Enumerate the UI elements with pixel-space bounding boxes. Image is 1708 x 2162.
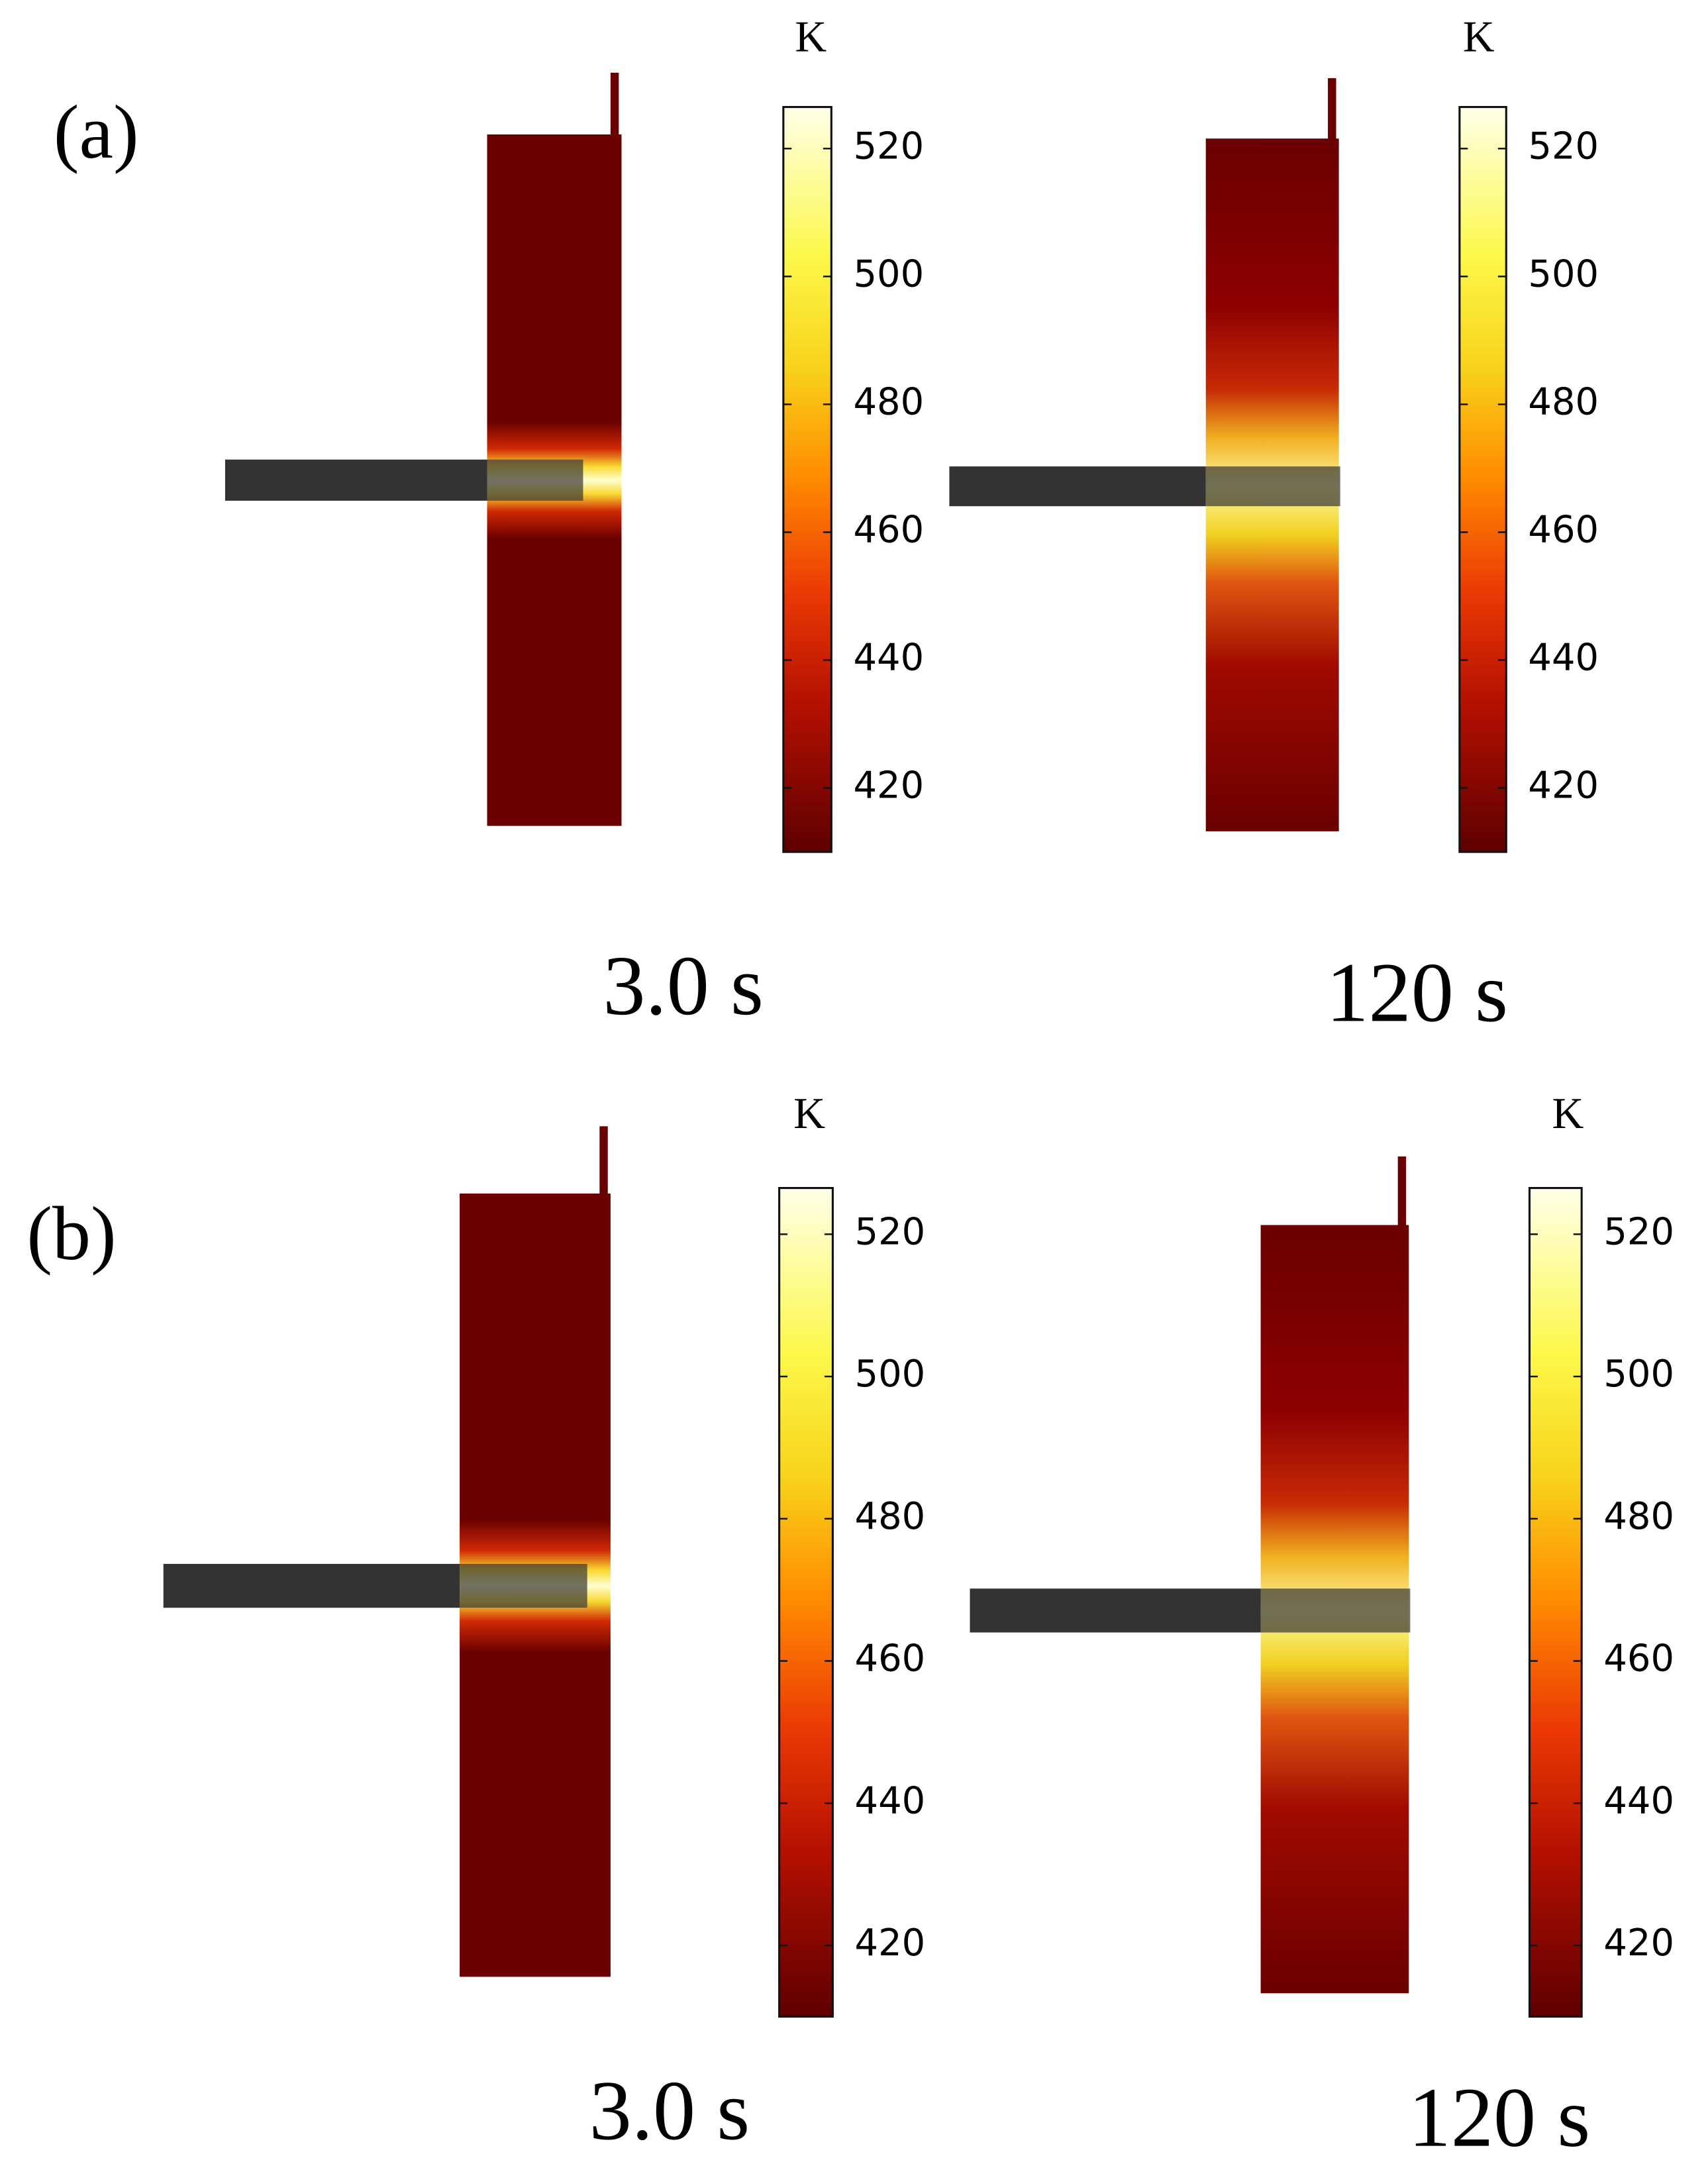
colorbar-tick-label: 500 xyxy=(855,1353,926,1396)
rod-outside xyxy=(970,1588,1261,1633)
panel-label: (b) xyxy=(26,1192,116,1276)
rod-inside xyxy=(487,459,583,501)
time-label: 3.0 s xyxy=(589,2063,750,2157)
colorbar-tick-label: 520 xyxy=(1603,1210,1674,1253)
colorbar-unit: K xyxy=(793,1090,825,1138)
time-label: 3.0 s xyxy=(603,939,764,1033)
colorbar-tick-label: 420 xyxy=(855,1922,926,1965)
colorbar-tick-label: 440 xyxy=(1603,1779,1674,1822)
rod-inside xyxy=(1260,1588,1411,1633)
colorbar-tick-label: 460 xyxy=(1528,509,1599,552)
colorbar-tick-label: 420 xyxy=(1603,1922,1674,1965)
colorbar-tick-label: 520 xyxy=(855,1210,926,1253)
colorbar xyxy=(778,1186,834,2018)
panel-label: (a) xyxy=(54,90,139,175)
colorbar-tick-label: 420 xyxy=(853,764,924,807)
colorbar-tick-label: 480 xyxy=(855,1495,926,1538)
colorbar-unit: K xyxy=(1463,13,1495,61)
colorbar-tick-label: 480 xyxy=(853,381,924,424)
probe-wire xyxy=(1397,1156,1407,1228)
colorbar xyxy=(1528,1186,1583,2018)
colorbar-tick-label: 480 xyxy=(1603,1495,1674,1538)
rod-inside xyxy=(1205,466,1340,507)
colorbar-tick-label: 500 xyxy=(1603,1353,1674,1396)
probe-wire xyxy=(610,72,619,138)
probe-wire xyxy=(599,1126,608,1196)
colorbar-tick-label: 500 xyxy=(853,252,924,295)
colorbar-tick-label: 520 xyxy=(853,125,924,168)
colorbar xyxy=(1458,105,1507,853)
time-label: 120 s xyxy=(1326,945,1508,1039)
colorbar-tick-label: 440 xyxy=(855,1779,926,1822)
colorbar xyxy=(782,105,832,853)
colorbar-tick-label: 460 xyxy=(853,509,924,552)
probe-wire xyxy=(1328,78,1336,142)
colorbar-tick-label: 500 xyxy=(1528,252,1599,295)
time-label: 120 s xyxy=(1409,2071,1591,2162)
rod-inside xyxy=(460,1564,587,1608)
colorbar-tick-label: 440 xyxy=(853,637,924,680)
colorbar-tick-label: 420 xyxy=(1528,764,1599,807)
colorbar-unit: K xyxy=(1552,1090,1584,1138)
colorbar-unit: K xyxy=(795,13,827,61)
colorbar-tick-label: 480 xyxy=(1528,381,1599,424)
rod-outside xyxy=(163,1564,460,1608)
colorbar-tick-label: 460 xyxy=(1603,1637,1674,1680)
rod-outside xyxy=(949,466,1206,507)
colorbar-tick-label: 460 xyxy=(855,1637,926,1680)
rod-outside xyxy=(225,459,487,501)
colorbar-tick-label: 440 xyxy=(1528,637,1599,680)
colorbar-tick-label: 520 xyxy=(1528,125,1599,168)
